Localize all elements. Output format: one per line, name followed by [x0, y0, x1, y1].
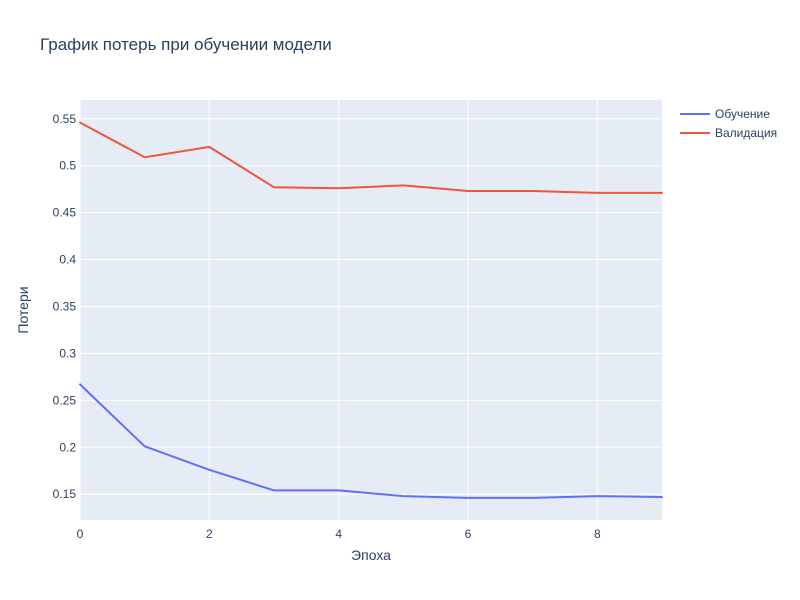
x-axis-ticks: 0 2 4 6 8: [77, 527, 601, 541]
series-line-training: [79, 383, 663, 499]
legend[interactable]: Обучение Валидация: [680, 107, 777, 140]
y-tick-label: 0.35: [53, 299, 77, 313]
y-tick-label: 0.15: [53, 487, 77, 501]
y-tick-label: 0.25: [53, 393, 77, 407]
y-tick-label: 0.2: [59, 440, 76, 454]
y-tick-label: 0.4: [59, 253, 76, 267]
legend-label: Обучение: [715, 107, 770, 121]
x-tick-label: 2: [206, 527, 213, 541]
series-line-validation: [79, 121, 663, 194]
legend-item-training[interactable]: Обучение: [680, 107, 770, 121]
x-axis-title: Эпоха: [351, 547, 391, 563]
y-axis-title: Потери: [15, 286, 31, 333]
plot-area: [80, 100, 662, 520]
x-tick-label: 6: [465, 527, 472, 541]
chart-title: График потерь при обучении модели: [40, 35, 332, 54]
y-tick-label: 0.5: [59, 159, 76, 173]
y-tick-label: 0.3: [59, 346, 76, 360]
legend-item-validation[interactable]: Валидация: [680, 126, 777, 140]
y-tick-label: 0.45: [53, 206, 77, 220]
y-axis-ticks: 0.15 0.2 0.25 0.3 0.35 0.4 0.45 0.5 0.55: [53, 112, 77, 501]
legend-label: Валидация: [715, 126, 777, 140]
y-tick-label: 0.55: [53, 112, 77, 126]
x-tick-label: 0: [77, 527, 84, 541]
x-tick-label: 8: [594, 527, 601, 541]
x-tick-label: 4: [335, 527, 342, 541]
series-lines: [79, 121, 663, 499]
